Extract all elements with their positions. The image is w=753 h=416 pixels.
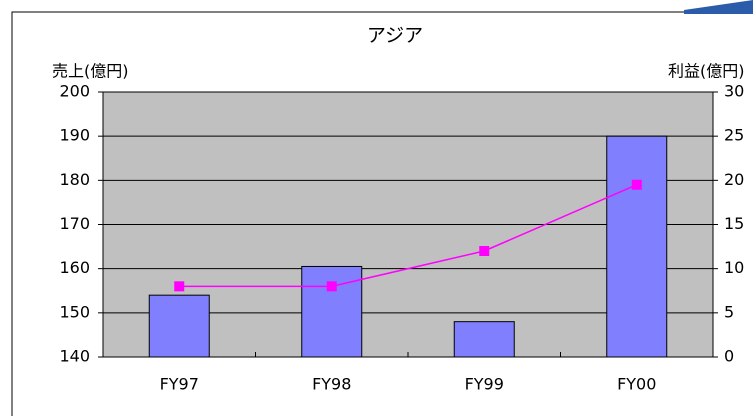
y2-tick-label: 10 [724, 258, 744, 277]
y2-axis-label: 利益(億円) [668, 62, 745, 81]
y-tick-label: 200 [59, 82, 90, 101]
y-tick-label: 170 [59, 214, 90, 233]
x-tick-label: FY00 [617, 375, 656, 394]
y2-tick-label: 5 [724, 302, 734, 321]
y2-tick-label: 0 [724, 347, 734, 366]
bar [606, 135, 668, 358]
y2-tick-label: 30 [724, 82, 744, 101]
marker [479, 246, 490, 256]
y-tick-label: 150 [59, 302, 90, 321]
x-tick-label: FY97 [160, 375, 199, 394]
y-tick-label: 190 [59, 126, 90, 145]
bar [148, 294, 210, 358]
chart-title: アジア [367, 25, 423, 47]
y-axis-label: 売上(億円) [52, 62, 129, 81]
marker [174, 281, 185, 292]
y-tick-label: 140 [59, 347, 90, 366]
y-tick-label: 160 [59, 258, 90, 277]
line [179, 184, 638, 288]
y2-tick-label: 25 [724, 126, 744, 145]
marker [326, 281, 337, 292]
marker [631, 179, 642, 190]
logo [684, 0, 753, 14]
y-tick-label: 180 [59, 170, 90, 189]
bar [453, 321, 515, 358]
x-tick-label: FY99 [465, 375, 504, 394]
x-tick-label: FY98 [312, 375, 351, 394]
y2-tick-label: 20 [724, 170, 744, 189]
y2-tick-label: 15 [724, 214, 744, 233]
bar [301, 265, 363, 358]
